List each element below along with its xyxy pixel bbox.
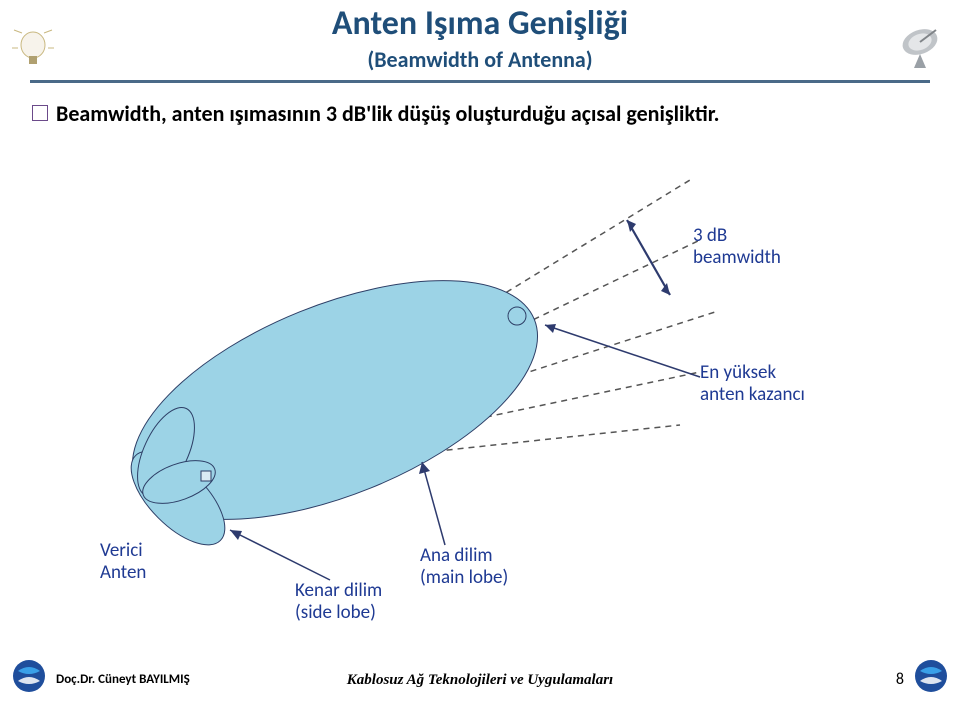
label-main-lobe: Ana dilim (main lobe) (420, 545, 508, 589)
title-divider (30, 80, 930, 83)
page-title: Anten Işıma Genişliği (0, 6, 960, 42)
footer-center: Kablosuz Ağ Teknolojileri ve Uygulamalar… (0, 672, 960, 689)
label-tx-antenna: Verici Anten (100, 540, 146, 584)
bullet-marker (32, 105, 48, 121)
slide-root: Anten Işıma Genişliği (Beamwidth of Ante… (0, 0, 960, 701)
label-beamwidth: 3 dB beamwidth (693, 225, 781, 269)
page-number: 8 (896, 670, 904, 689)
label-side-lobe: Kenar dilim (side lobe) (295, 580, 382, 624)
page-subtitle: (Beamwidth of Antenna) (0, 46, 960, 73)
bullet-text: Beamwidth, anten ışımasının 3 dB'lik düş… (56, 100, 926, 127)
label-max-gain: En yüksek anten kazancı (700, 362, 805, 406)
